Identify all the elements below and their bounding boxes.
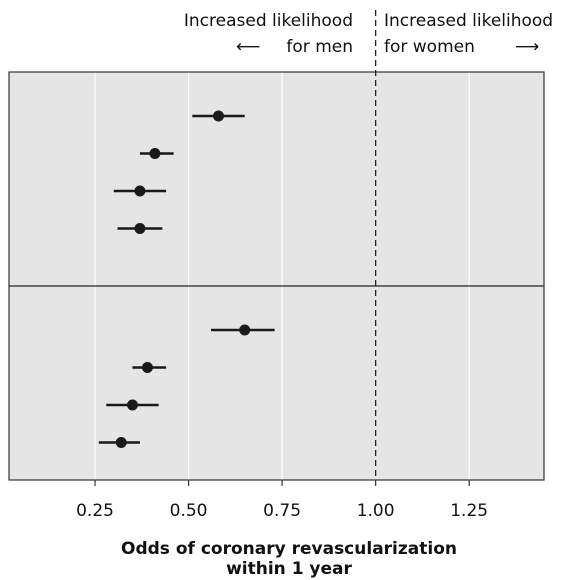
panel-2-border [8, 285, 545, 481]
x-tick-label: 1.00 [357, 501, 395, 521]
annotation-women-line1: Increased likelihood [384, 11, 554, 31]
annotation-men-label: for men [286, 37, 353, 57]
annotation-men-line2: ⟵ for men [236, 36, 353, 58]
arrow-left-icon: ⟵ [236, 37, 261, 57]
estimate-point [239, 324, 251, 336]
x-tick-label: 1.25 [450, 501, 488, 521]
x-tick-label: 0.75 [263, 501, 301, 521]
x-tick-label: 0.50 [170, 501, 208, 521]
arrow-right-icon: ⟶ [514, 37, 540, 57]
panel-1-background [9, 72, 544, 286]
x-axis-title-line1: Odds of coronary revascularization [121, 539, 457, 559]
annotation-women-label: for women [384, 37, 475, 57]
estimate-point [213, 110, 225, 122]
annotation-men-line1: Increased likelihood [183, 11, 353, 31]
estimate-point [134, 185, 146, 197]
x-axis-title-line2: within 1 year [226, 559, 352, 579]
estimate-point [115, 437, 127, 448]
annotation-women-line2: for women ⟶ [384, 36, 539, 58]
estimate-point [141, 362, 153, 373]
x-tick-label: 0.25 [76, 501, 114, 521]
estimate-point [126, 399, 138, 411]
panel-2-background [9, 286, 544, 480]
estimate-point [149, 148, 161, 159]
estimate-point [134, 223, 146, 234]
